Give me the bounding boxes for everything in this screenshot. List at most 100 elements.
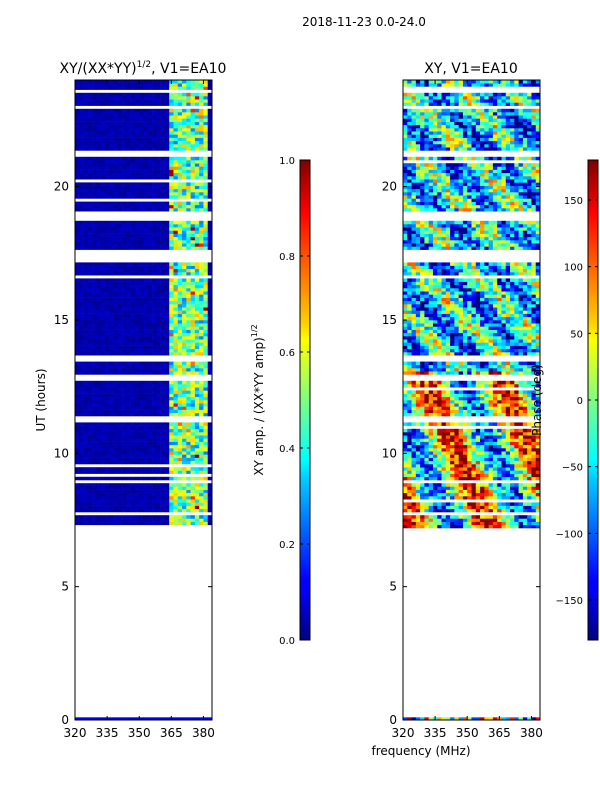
heatmap-cell <box>92 156 97 161</box>
heatmap-cell <box>415 524 421 529</box>
heatmap-cell <box>96 361 101 366</box>
heatmap-cell <box>109 281 114 286</box>
heatmap-cell <box>458 454 464 458</box>
heatmap-cell <box>160 240 166 244</box>
heatmap-cell <box>177 188 183 193</box>
heatmap-cell <box>126 492 131 497</box>
heatmap-cell <box>441 432 447 436</box>
heatmap-cell <box>203 185 209 190</box>
heatmap-cell <box>87 288 93 292</box>
heatmap-cell <box>130 329 136 334</box>
heatmap-cell <box>411 502 417 506</box>
heatmap-cell <box>182 291 187 295</box>
heatmap-cell <box>432 518 438 522</box>
heatmap-cell <box>475 396 481 401</box>
heatmap-cell <box>177 166 183 170</box>
heatmap-cell <box>194 320 200 324</box>
heatmap-cell <box>467 473 472 478</box>
heatmap-cell <box>126 176 131 180</box>
heatmap-cell <box>194 118 200 122</box>
heatmap-cell <box>122 483 127 487</box>
heatmap-cell <box>501 428 507 433</box>
heatmap-cell <box>518 432 524 436</box>
heatmap-cell <box>96 339 101 343</box>
heatmap-cell <box>87 336 93 340</box>
heatmap-cell <box>177 348 183 353</box>
heatmap-cell <box>173 428 179 433</box>
heatmap-cell <box>462 432 468 436</box>
heatmap-cell <box>92 144 97 148</box>
heatmap-cell <box>113 169 119 174</box>
heatmap-cell <box>104 406 110 410</box>
heatmap-cell <box>169 326 174 330</box>
heatmap-cell <box>113 220 119 225</box>
heatmap-cell <box>535 505 540 510</box>
heatmap-cell <box>527 403 532 407</box>
heatmap-cell <box>100 518 106 522</box>
heatmap-cell <box>194 192 200 196</box>
heatmap-cell <box>83 492 89 497</box>
heatmap-cell <box>100 268 106 273</box>
heatmap-cell <box>164 483 170 487</box>
heatmap-cell <box>126 294 131 298</box>
heatmap-cell <box>117 137 123 142</box>
heatmap-cell <box>484 515 489 519</box>
heatmap-cell <box>173 281 179 286</box>
heatmap-cell <box>441 505 447 510</box>
heatmap-cell <box>92 192 97 196</box>
heatmap-cell <box>190 227 196 231</box>
heatmap-cell <box>186 304 191 308</box>
heatmap-cell <box>190 83 196 87</box>
heatmap-cell <box>147 134 153 138</box>
heatmap-cell <box>113 147 119 151</box>
heatmap-cell <box>522 492 528 497</box>
heatmap-cell <box>199 489 204 494</box>
heatmap-cell <box>117 396 123 401</box>
heatmap-cell <box>87 352 93 356</box>
heatmap-cell <box>403 492 408 497</box>
heatmap-cell <box>100 169 106 174</box>
heatmap-cell <box>492 422 498 426</box>
heatmap-cell <box>182 361 187 366</box>
heatmap-cell <box>152 300 157 305</box>
heatmap-cell <box>79 201 84 206</box>
heatmap-cell <box>190 432 196 436</box>
heatmap-cell <box>113 192 119 196</box>
heatmap-cell <box>203 278 209 282</box>
heatmap-cell <box>441 422 447 426</box>
heatmap-cell <box>407 502 412 506</box>
heatmap-cell <box>96 460 101 465</box>
heatmap-cell <box>147 457 153 462</box>
heatmap-cell <box>152 441 157 446</box>
heatmap-cell <box>424 454 429 458</box>
heatmap-cell <box>83 451 89 455</box>
heatmap-cell <box>199 313 204 318</box>
heatmap-cell <box>415 384 421 388</box>
heatmap-cell <box>480 492 485 497</box>
heatmap-cell <box>130 492 136 497</box>
heatmap-cell <box>458 438 464 442</box>
heatmap-cell <box>467 406 472 410</box>
heatmap-cell <box>173 265 179 270</box>
heatmap-cell <box>177 80 183 84</box>
heatmap-cell <box>109 294 114 298</box>
heatmap-cell <box>505 505 511 510</box>
heatmap-cell <box>100 291 106 295</box>
heatmap-cell <box>403 438 408 442</box>
heatmap-cell <box>522 422 528 426</box>
heatmap-cell <box>424 409 429 414</box>
heatmap-cell <box>518 448 524 452</box>
heatmap-cell <box>122 227 127 231</box>
heatmap-cell <box>83 339 89 343</box>
heatmap-cell <box>190 508 196 513</box>
heatmap-cell <box>467 451 472 455</box>
heatmap-cell <box>182 412 187 417</box>
heatmap-cell <box>126 339 131 343</box>
heatmap-cell <box>113 428 119 433</box>
heatmap-cell <box>143 496 149 500</box>
heatmap-cell <box>156 483 161 487</box>
heatmap-cell <box>450 428 455 433</box>
heatmap-cell <box>152 208 157 212</box>
heatmap-cell <box>177 294 183 298</box>
heatmap-cell <box>531 454 537 458</box>
